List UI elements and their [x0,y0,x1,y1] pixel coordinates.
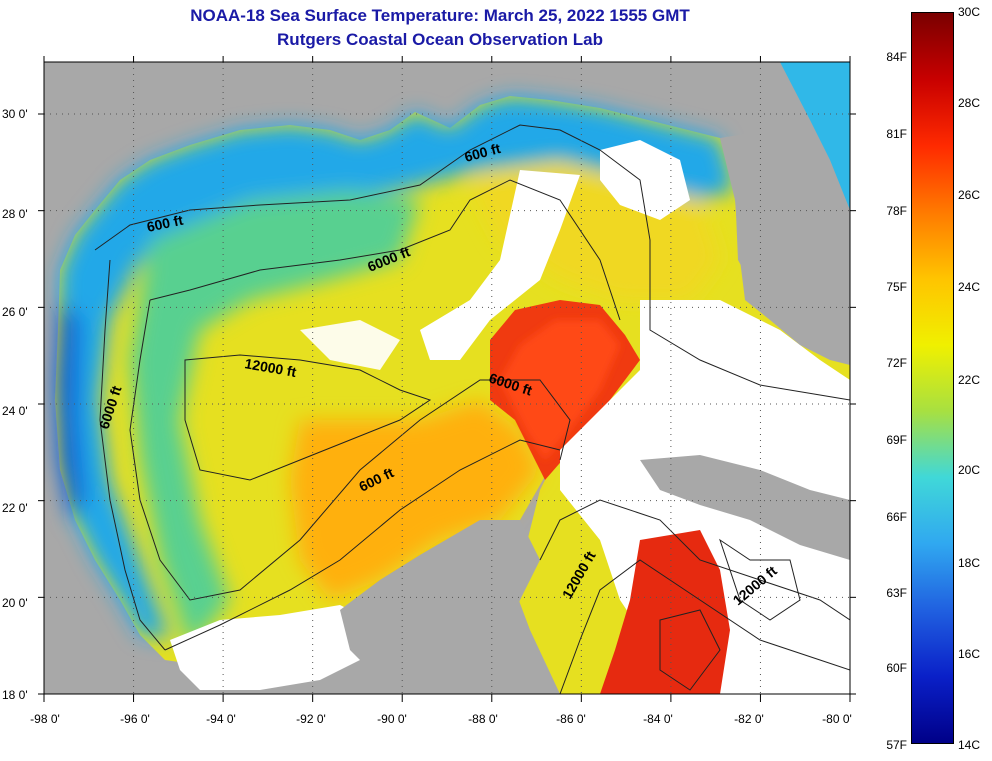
lon-label: -88 0' [468,712,498,726]
lat-label: 24 0' [2,404,28,418]
lon-label: -80 0' [822,712,852,726]
colorbar-f-label: 78F [886,204,907,218]
lat-label: 28 0' [2,207,28,221]
colorbar-f-label: 75F [886,280,907,294]
lon-label: -96 0' [120,712,150,726]
depth-contours [94,124,850,694]
colorbar-f-label: 81F [886,127,907,141]
graticule [44,62,850,694]
colorbar-c-label: 24C [958,280,981,294]
colorbar-f-label: 69F [886,433,907,447]
lat-label: 30 0' [2,107,28,121]
lon-label: -92 0' [296,712,326,726]
colorbar-c-label: 20C [958,463,981,477]
colorbar-f-label: 72F [886,356,907,370]
lon-label: -84 0' [643,712,673,726]
map-title: NOAA-18 Sea Surface Temperature: March 2… [190,6,690,25]
colorbar-f-label: 60F [886,661,907,675]
lon-label: -86 0' [556,712,586,726]
axis-ticks [38,56,856,702]
colorbar-f-label: 57F [886,738,907,752]
colorbar-f-label: 84F [886,50,907,64]
colorbar-c-label: 14C [958,738,981,752]
map-frame [43,61,851,695]
colorbar-c-label: 30C [958,5,981,19]
map-subtitle: Rutgers Coastal Ocean Observation Lab [277,30,603,49]
colorbar-f-label: 63F [886,586,907,600]
lat-label: 26 0' [2,305,28,319]
lon-label: -90 0' [377,712,407,726]
landmasses [340,62,850,690]
sst-map: 600 ft 600 ft 600 ft 6000 ft 6000 ft 600… [38,56,856,702]
colorbar-f-label: 66F [886,510,907,524]
lon-label: -94 0' [206,712,236,726]
depth-label: 600 ft [145,212,184,235]
colorbar-c-label: 22C [958,373,981,387]
lat-label: 18 0' [2,688,28,702]
lat-label: 20 0' [2,596,28,610]
lat-label: 22 0' [2,501,28,515]
caribbean-warm [600,530,730,694]
colorbar-c-label: 16C [958,647,981,661]
lon-label: -82 0' [734,712,764,726]
colorbar-c-label: 28C [958,96,981,110]
colorbar-c-label: 26C [958,188,981,202]
lon-label: -98 0' [30,712,60,726]
colorbar-c-label: 18C [958,556,981,570]
temperature-colorbar [911,12,954,744]
